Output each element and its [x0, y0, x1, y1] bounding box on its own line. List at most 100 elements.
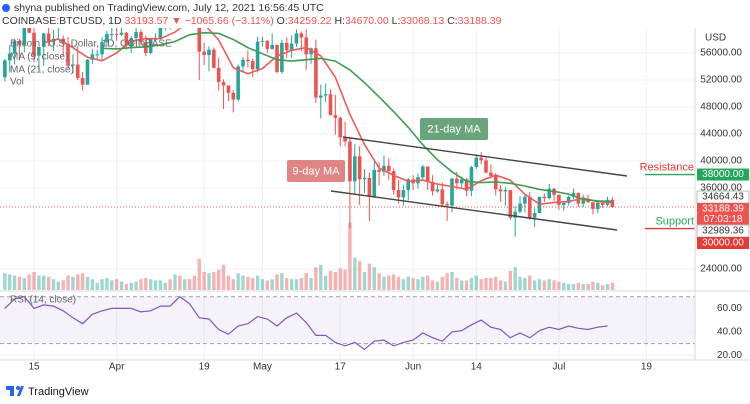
- candle-body: [595, 202, 600, 209]
- candle-body: [479, 157, 483, 161]
- volume-bar: [440, 276, 444, 290]
- y-tick-label: 56000.00: [700, 48, 742, 59]
- volume-bar: [173, 274, 177, 290]
- volume-bar: [591, 281, 595, 290]
- candle-body: [226, 85, 231, 93]
- volume-bar: [605, 284, 610, 290]
- volume-bar: [12, 275, 17, 290]
- candle-body: [109, 34, 114, 36]
- last-price: 33193.57: [125, 15, 169, 27]
- y-tick-label: 40000.00: [700, 156, 742, 167]
- volume-bar: [586, 284, 590, 290]
- ohlc-label: O:: [277, 15, 288, 27]
- volume-bar: [508, 270, 513, 290]
- candle-body: [80, 77, 85, 85]
- volume-bar: [416, 279, 420, 290]
- volume-bar: [71, 276, 75, 290]
- volume-bar: [362, 272, 367, 290]
- legend-entry: Vol: [10, 77, 24, 88]
- candle-body: [202, 51, 206, 56]
- volume-bar: [280, 273, 284, 290]
- volume-bar: [382, 276, 386, 290]
- volume-bar: [66, 275, 70, 290]
- candle-body: [440, 189, 445, 205]
- volume-bar: [464, 280, 469, 290]
- candle-body: [299, 33, 304, 38]
- volume-bar: [396, 276, 401, 290]
- symbol-line: COINBASE:BTCUSD, 1D 33193.57 ▼ −1065.66 …: [2, 15, 502, 27]
- candle-body: [352, 156, 357, 182]
- volume-bar: [299, 278, 304, 290]
- volume-bar: [319, 264, 323, 290]
- volume-bar: [610, 282, 615, 290]
- candle-body: [246, 59, 250, 62]
- candle-body: [158, 28, 163, 39]
- volume-bar: [158, 280, 163, 290]
- candle-body: [532, 213, 537, 218]
- volume-bar: [37, 275, 41, 290]
- candle-body: [100, 42, 104, 55]
- volume-bar: [212, 272, 216, 290]
- candle-body: [71, 64, 75, 66]
- candle-body: [518, 203, 522, 212]
- volume-bar: [528, 275, 532, 290]
- volume-bar: [523, 278, 527, 290]
- volume-bar: [571, 284, 576, 290]
- candle-body: [484, 160, 488, 173]
- volume-bar: [246, 276, 250, 290]
- ma-line: [102, 31, 613, 203]
- candle-body: [489, 172, 493, 176]
- volume-bar: [207, 273, 211, 290]
- volume-bar: [562, 282, 566, 290]
- ma-line: [43, 28, 613, 206]
- candle-body: [455, 178, 459, 184]
- volume-bar: [192, 275, 197, 290]
- annotation-box: [420, 118, 488, 140]
- price-label: 38000.00: [702, 169, 744, 180]
- volume-bar: [596, 282, 600, 290]
- candle-body: [508, 190, 513, 218]
- annotation: 9-day MA: [292, 165, 340, 177]
- volume-bar: [357, 261, 362, 290]
- candle-body: [527, 196, 532, 218]
- volume-bar: [202, 272, 206, 290]
- candle-body: [547, 188, 551, 199]
- volume-bar: [391, 274, 396, 290]
- candle-body: [377, 169, 381, 172]
- volume-bar: [61, 280, 65, 290]
- brand: TradingView: [28, 386, 89, 398]
- volume-bar: [285, 278, 289, 290]
- candle-body: [32, 32, 36, 56]
- candle-body: [367, 177, 372, 197]
- candle-body: [343, 137, 347, 142]
- candle-body: [406, 179, 411, 191]
- volume-bar: [260, 279, 265, 290]
- volume-bar: [178, 275, 182, 290]
- candle-body: [66, 43, 70, 66]
- volume-bar: [27, 274, 31, 290]
- candle-body: [561, 202, 566, 205]
- y-tick-label: 44000.00: [700, 129, 742, 140]
- candle-body: [119, 32, 124, 35]
- volume-bar: [270, 279, 274, 290]
- annotation-box: [287, 160, 345, 182]
- ohlc-label: H:: [334, 15, 345, 27]
- volume-bar: [80, 273, 85, 290]
- volume-bar: [600, 285, 605, 290]
- candle-body: [139, 32, 143, 43]
- volume-bar: [353, 257, 357, 290]
- volume-bar: [494, 276, 498, 290]
- ohlc-value: 33188.39: [458, 15, 502, 27]
- candle-body: [197, 28, 202, 52]
- volume-bar: [129, 282, 133, 290]
- candle-body: [3, 60, 7, 78]
- volume-bar: [518, 276, 522, 290]
- candle-body: [105, 34, 109, 43]
- candle-body: [275, 44, 279, 72]
- volume-bar: [226, 275, 231, 290]
- volume-bar: [460, 280, 464, 290]
- candle-body: [610, 199, 615, 208]
- candle-body: [284, 42, 289, 51]
- candle-body: [75, 64, 80, 78]
- volume-bar: [445, 273, 449, 290]
